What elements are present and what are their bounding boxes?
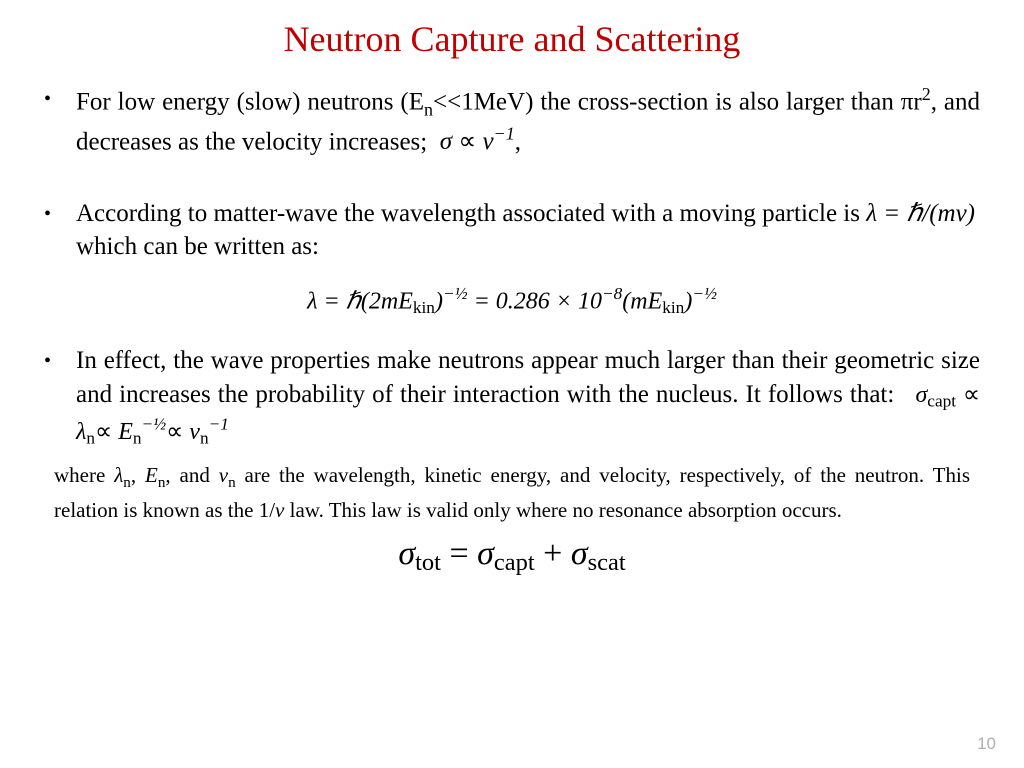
b3-e2: −1	[209, 414, 229, 433]
eqc-e2: −½	[692, 284, 717, 303]
eq-v: v	[482, 128, 493, 155]
bullet-1: • For low energy (slow) neutrons (En<<1M…	[44, 82, 980, 159]
bullet-marker: •	[44, 197, 76, 228]
equation-lambda: λ = ℏ(2mEkin)−½ = 0.286 × 10−8(mEkin)−½	[44, 284, 980, 318]
slide-title: Neutron Capture and Scattering	[44, 18, 980, 60]
w-vv: v	[275, 498, 284, 522]
b3-v: v	[189, 419, 200, 445]
w-n1: n	[123, 475, 131, 491]
eq-prop: ∝	[452, 128, 482, 155]
w-w1: where	[54, 463, 114, 487]
b3-capt: capt	[927, 391, 956, 410]
b3-p3: ∝	[166, 419, 189, 445]
eq-exp: −1	[494, 124, 515, 144]
title-text: Neutron Capture and Scattering	[284, 19, 741, 59]
b3-s: σ	[915, 382, 927, 408]
w-n3: n	[228, 475, 236, 491]
eqc-kin2: kin	[662, 298, 684, 317]
ef-plus: +	[535, 535, 571, 572]
ef-tot: tot	[415, 549, 441, 576]
b3-n1: n	[86, 428, 95, 447]
ef-scat: scat	[588, 549, 626, 576]
w-v: v	[219, 463, 228, 487]
b3-E: E	[118, 419, 133, 445]
eq-comma: ,	[515, 128, 521, 155]
b3-n3: n	[200, 428, 209, 447]
eqc-mid: = 0.286 × 10	[468, 289, 602, 315]
bullet-marker: •	[44, 344, 76, 375]
b1-post1: <<1MeV) the cross-section is also larger…	[433, 88, 922, 115]
eqc-rp1: )	[435, 289, 443, 315]
bullet-3-text: In effect, the wave properties make neut…	[76, 344, 980, 450]
bullet-marker: •	[44, 82, 76, 113]
eqc-lhs: λ = ℏ(2mE	[307, 289, 413, 315]
b1-sub: n	[424, 99, 433, 119]
bullet-1-text: For low energy (slow) neutrons (En<<1MeV…	[76, 82, 980, 159]
eqc-kin1: kin	[413, 298, 435, 317]
ef-s2: σ	[477, 535, 494, 572]
ef-capt: capt	[494, 549, 535, 576]
b3-e1: −½	[142, 414, 167, 433]
b2-pre: According to matter-wave the wavelength …	[76, 200, 866, 227]
b1-pre: For low energy (slow) neutrons (E	[76, 88, 424, 115]
ef-s1: σ	[398, 535, 415, 572]
b3-l: λ	[76, 419, 86, 445]
b2-eq: λ = ℏ/(mv)	[866, 200, 975, 227]
ef-eq: =	[441, 535, 477, 572]
bullet-2: • According to matter-wave the wavelengt…	[44, 197, 980, 265]
b1-eq: σ ∝ v−1	[440, 128, 515, 155]
page-number: 10	[977, 734, 996, 754]
w-rest2: law. This law is valid only where no res…	[284, 498, 842, 522]
b2-post: which can be written as:	[76, 233, 319, 260]
equation-sigma-tot: σtot = σcapt + σscat	[44, 535, 980, 577]
w-c1: ,	[131, 463, 145, 487]
w-E: E	[145, 463, 158, 487]
b3-n2: n	[133, 428, 142, 447]
w-l: λ	[114, 463, 123, 487]
eqc-e1: −½	[443, 284, 468, 303]
bullet-3: • In effect, the wave properties make ne…	[44, 344, 980, 450]
eqc-rhs1: (mE	[622, 289, 662, 315]
bullet-2-text: According to matter-wave the wavelength …	[76, 197, 980, 265]
b3-p2: ∝	[95, 419, 118, 445]
b3-text: In effect, the wave properties make neut…	[76, 347, 980, 408]
b1-sup: 2	[922, 84, 931, 104]
eq-sigma: σ	[440, 128, 452, 155]
b3-p1: ∝	[956, 382, 980, 408]
eqc-te: −8	[602, 284, 622, 303]
w-c2: , and	[165, 463, 218, 487]
ef-s3: σ	[571, 535, 588, 572]
where-paragraph: where λn, En, and vn are the wavelength,…	[54, 460, 970, 526]
